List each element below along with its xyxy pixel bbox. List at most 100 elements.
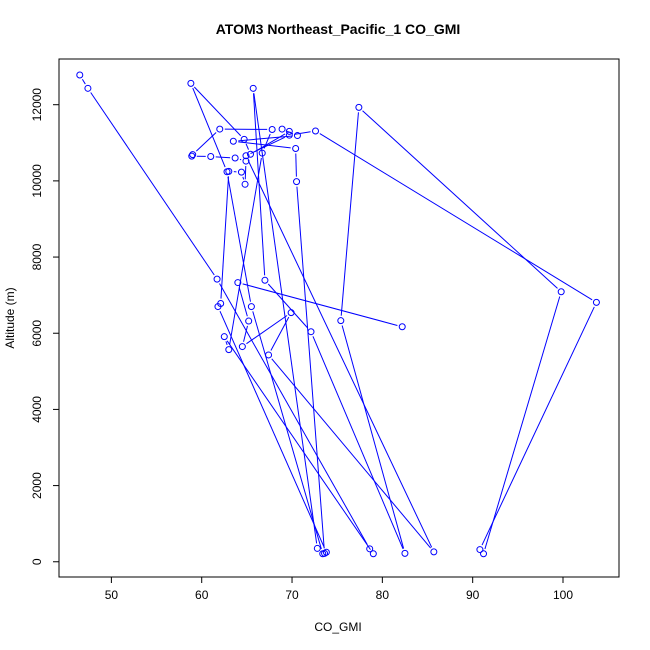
data-point [337, 317, 345, 325]
series-segment [193, 86, 242, 137]
data-point [366, 545, 374, 553]
data-point [249, 84, 257, 92]
data-point [225, 346, 233, 354]
series-segment [225, 341, 228, 346]
y-tick-label: 10000 [30, 164, 44, 198]
chart-title: ATOM3 Northeast_Pacific_1 CO_GMI [216, 21, 461, 37]
data-point [355, 103, 363, 111]
series-segment [319, 133, 593, 301]
series-segment [244, 166, 247, 180]
data-point [240, 135, 248, 143]
data-point [278, 125, 286, 133]
data-point [237, 168, 245, 176]
series-segment [243, 325, 248, 342]
series-segment [245, 143, 249, 150]
y-axis-label: Altitude (m) [3, 287, 17, 348]
data-point [261, 276, 269, 284]
y-tick-label: 12000 [30, 88, 44, 122]
data-point [189, 151, 197, 159]
series-segment [229, 157, 262, 345]
data-point [285, 131, 293, 139]
data-point [430, 548, 438, 556]
data-point [231, 154, 239, 162]
series-segment [484, 296, 561, 550]
series-segment [295, 153, 297, 177]
data-point [369, 550, 377, 558]
x-axis-label: CO_GMI [314, 620, 361, 634]
series-segment [195, 132, 217, 152]
data-point [84, 84, 92, 92]
data-point [322, 548, 330, 556]
x-tick-label: 50 [105, 588, 119, 602]
data-point [285, 127, 293, 135]
data-point [258, 149, 266, 157]
data-point [187, 79, 195, 87]
series-segment [219, 283, 368, 545]
x-axis: 50 60 70 80 90 100 [105, 576, 573, 602]
data-point [247, 303, 255, 311]
series-segment [192, 87, 226, 168]
series-segment [242, 176, 245, 180]
data-point [557, 288, 565, 296]
data-point [234, 279, 242, 287]
data-point [480, 550, 488, 558]
data-point [214, 303, 222, 311]
data-point [401, 549, 409, 557]
series-segment [340, 112, 359, 316]
series-segment [481, 306, 595, 546]
series-segment [341, 325, 405, 549]
series-segment [250, 136, 286, 155]
data-point [293, 178, 301, 186]
series-segment [90, 92, 215, 276]
series-segment [312, 336, 404, 549]
data-point [307, 328, 315, 336]
data-point [268, 125, 276, 133]
series-segment [294, 131, 311, 135]
data-point [213, 275, 221, 283]
data-point [245, 317, 253, 325]
data-point [223, 168, 231, 176]
data-point [292, 145, 300, 153]
series-segment [247, 160, 433, 548]
data-point [188, 152, 196, 160]
series-segment [227, 176, 251, 302]
x-tick-label: 60 [195, 588, 209, 602]
series-segment [296, 186, 325, 549]
x-tick-label: 70 [285, 588, 299, 602]
series-segment [81, 79, 86, 85]
data-point [242, 152, 250, 160]
x-tick-label: 90 [466, 588, 480, 602]
series-segment [215, 156, 231, 159]
y-axis: 0 2000 4000 6000 8000 10000 12000 [30, 88, 60, 565]
data-point [229, 137, 237, 145]
data-point [592, 298, 600, 306]
series-segment [362, 110, 558, 289]
co-gmi-series [76, 71, 600, 558]
series-segment [242, 283, 398, 326]
data-point [241, 180, 249, 188]
data-point [207, 153, 215, 161]
data-point [242, 157, 250, 165]
series-segment [270, 316, 290, 351]
series-segment [226, 340, 371, 550]
data-point [220, 333, 228, 341]
series-segment [252, 311, 322, 550]
series-segment [246, 315, 288, 345]
x-tick-label: 80 [376, 588, 390, 602]
data-point [319, 550, 327, 558]
series-segment [253, 93, 318, 544]
data-point [76, 71, 84, 79]
series-segment [220, 176, 229, 299]
data-point [216, 125, 224, 133]
y-tick-label: 6000 [30, 320, 44, 347]
data-point [238, 343, 246, 351]
data-point [265, 351, 273, 359]
data-point [312, 127, 320, 135]
series-segment [238, 141, 291, 149]
data-point [293, 132, 301, 140]
y-tick-label: 8000 [30, 243, 44, 270]
series-segment [271, 358, 432, 549]
y-tick-label: 0 [30, 558, 44, 565]
series-segment [238, 287, 248, 317]
